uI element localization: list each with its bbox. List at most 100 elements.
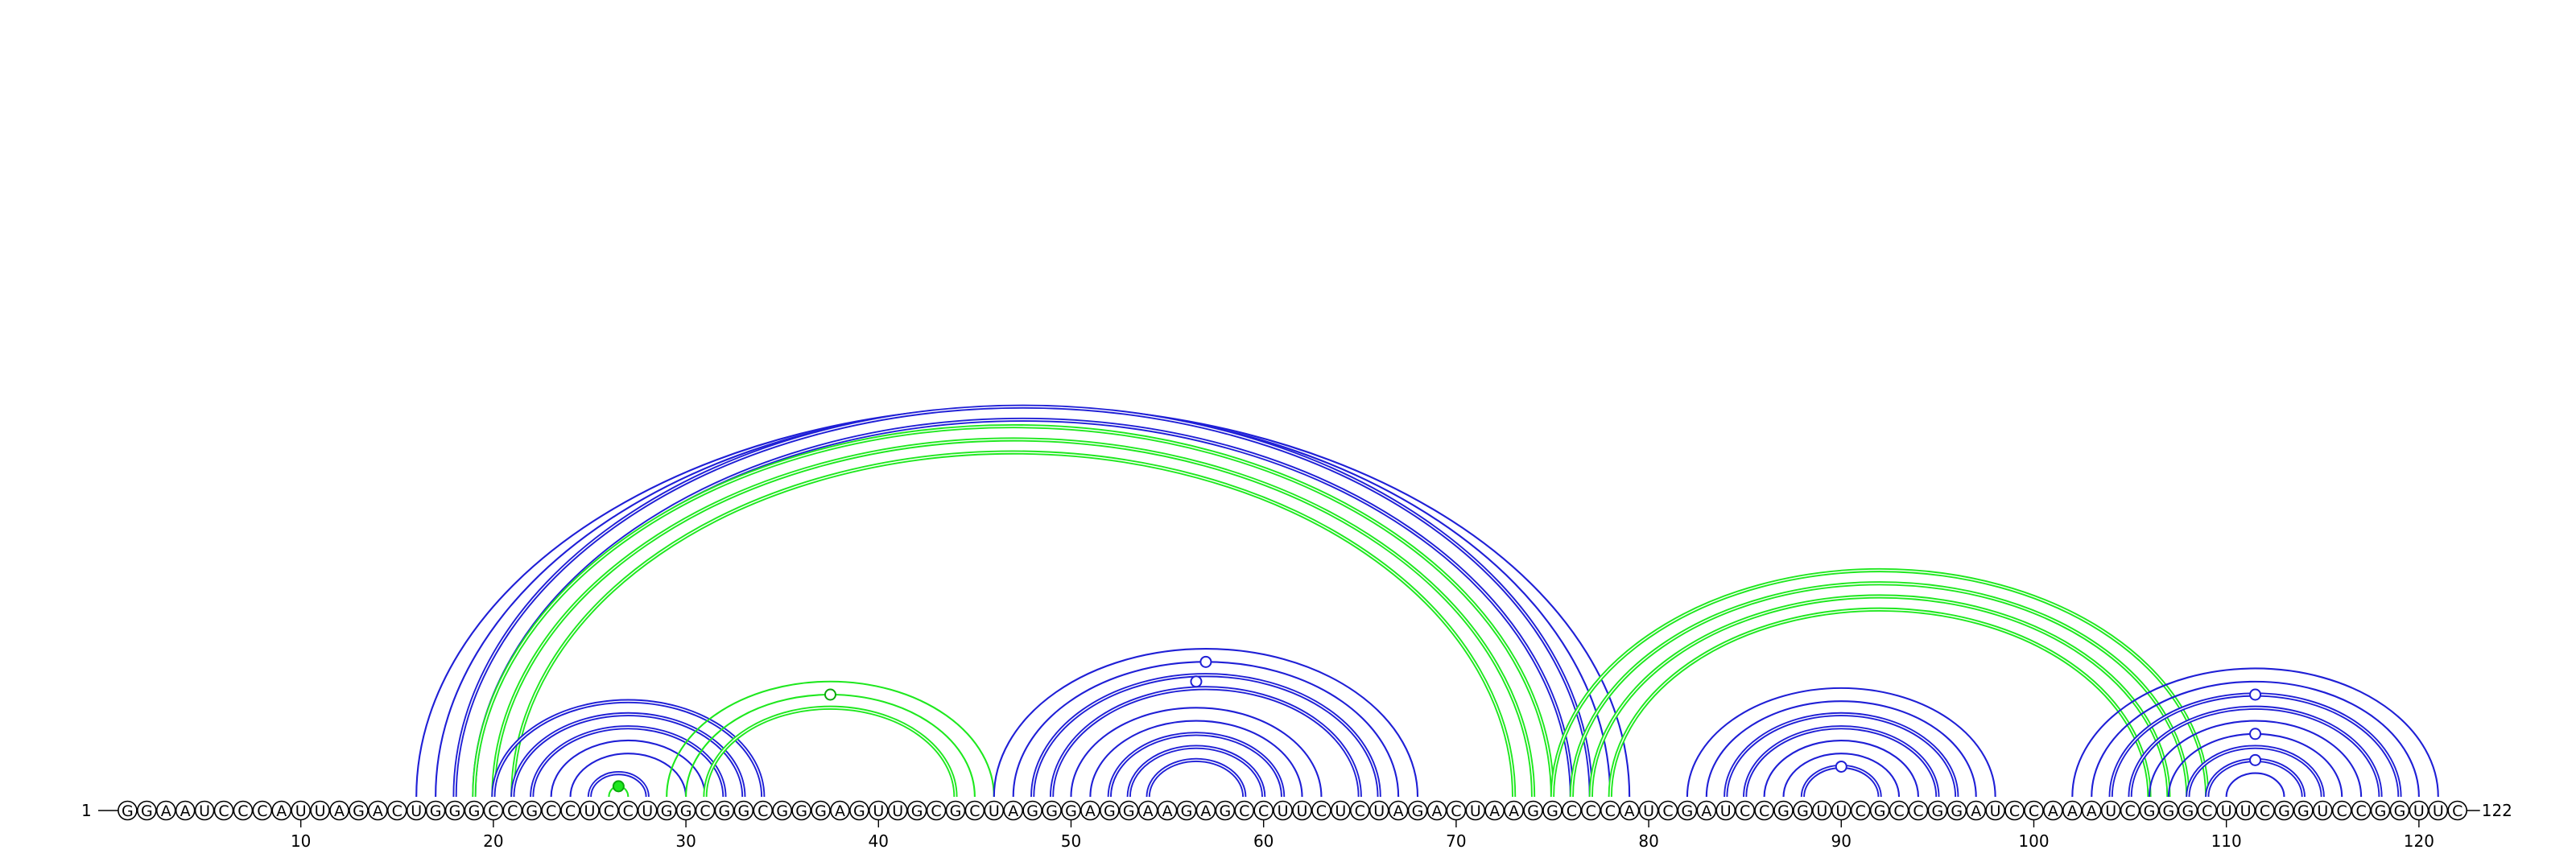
- nucleotide-42: G: [906, 800, 927, 821]
- nucleotide-73-circle: [1504, 800, 1524, 821]
- nucleotide-39: G: [849, 800, 869, 821]
- nucleotide-95-circle: [1927, 800, 1948, 821]
- base-pair-arcs: [415, 404, 2439, 798]
- nucleotide-53: G: [1118, 800, 1139, 821]
- arc-20-74-gap: [493, 439, 1534, 798]
- nucleotide-9-letter: A: [276, 802, 287, 820]
- nucleotide-89: U: [1812, 800, 1832, 821]
- nucleotide-74-letter: G: [1527, 802, 1539, 820]
- nucleotide-69-circle: [1426, 800, 1447, 821]
- nucleotide-62: U: [1292, 800, 1312, 821]
- nucleotide-113-letter: G: [2278, 802, 2290, 820]
- nucleotide-76: C: [1562, 800, 1582, 821]
- marker-48-65: [1190, 675, 1203, 688]
- nucleotide-64-letter: U: [1335, 802, 1346, 820]
- nucleotide-21: C: [502, 800, 523, 821]
- sequence-end-label: 122: [2482, 801, 2512, 820]
- arc-53-60-gap: [1128, 746, 1265, 798]
- nucleotide-81-circle: [1657, 800, 1678, 821]
- nucleotide-67-letter: A: [1393, 802, 1404, 820]
- nucleotide-28-letter: U: [642, 802, 653, 820]
- nucleotide-84-circle: [1715, 800, 1736, 821]
- nucleotide-92-circle: [1869, 800, 1890, 821]
- arc-52-61-gap: [1108, 733, 1284, 798]
- nucleotide-55-letter: A: [1162, 802, 1173, 820]
- nucleotide-107-letter: G: [2163, 802, 2175, 820]
- arc-78-106-outer: [1608, 607, 2152, 798]
- marker-104-119: [2249, 688, 2262, 701]
- nucleotide-103-circle: [2081, 800, 2102, 821]
- arc-86-94: [1763, 739, 1920, 798]
- nucleotide-14-letter: A: [373, 802, 383, 820]
- arc-48-66-gap: [1031, 674, 1380, 798]
- nucleotide-17-letter: G: [430, 802, 442, 820]
- nucleotide-76-letter: C: [1567, 802, 1577, 820]
- nucleotide-86-letter: C: [1759, 802, 1769, 820]
- nucleotide-57: A: [1195, 800, 1216, 821]
- nucleotide-29: G: [656, 800, 677, 821]
- nucleotide-70-letter: C: [1451, 802, 1461, 820]
- nucleotide-1: G: [118, 800, 138, 821]
- nucleotide-16: U: [406, 800, 427, 821]
- nucleotide-54-circle: [1137, 800, 1158, 821]
- nucleotide-10: U: [291, 800, 311, 821]
- nucleotide-13-letter: G: [353, 802, 365, 820]
- nucleotide-93-letter: C: [1893, 802, 1904, 820]
- nucleotide-101: A: [2043, 800, 2063, 821]
- nucleotide-63-circle: [1311, 800, 1331, 821]
- nucleotide-28: U: [637, 800, 658, 821]
- nucleotide-3-circle: [155, 800, 176, 821]
- nucleotide-86-circle: [1754, 800, 1774, 821]
- nucleotide-56-letter: G: [1181, 802, 1193, 820]
- nucleotide-63: C: [1311, 800, 1331, 821]
- arc-29-46: [666, 680, 995, 798]
- nucleotide-119-circle: [2389, 800, 2410, 821]
- nucleotide-46-circle: [984, 800, 1005, 821]
- nucleotide-91-letter: C: [1856, 802, 1866, 820]
- nucleotide-7-circle: [233, 800, 254, 821]
- nucleotide-114-circle: [2293, 800, 2314, 821]
- tick-label-90: 90: [1831, 831, 1852, 851]
- nucleotide-48-circle: [1022, 800, 1042, 821]
- nucleotide-122-letter: C: [2452, 802, 2462, 820]
- nucleotide-101-letter: A: [2048, 802, 2058, 820]
- nucleotide-90-circle: [1831, 800, 1852, 821]
- nucleotide-47-circle: [1003, 800, 1024, 821]
- nucleotide-89-letter: U: [1816, 802, 1827, 820]
- nucleotide-37-circle: [811, 800, 831, 821]
- nucleotide-29-circle: [656, 800, 677, 821]
- nucleotide-43: C: [926, 800, 947, 821]
- nucleotide-1-letter: G: [122, 802, 134, 820]
- nucleotide-104-circle: [2100, 800, 2121, 821]
- nucleotide-49-circle: [1042, 800, 1062, 821]
- nucleotide-61: U: [1273, 800, 1293, 821]
- nucleotide-5-letter: U: [199, 802, 210, 820]
- nucleotide-115-letter: U: [2317, 802, 2328, 820]
- nucleotide-95-letter: G: [1932, 802, 1944, 820]
- nucleotide-118-circle: [2370, 800, 2391, 821]
- nucleotide-113-circle: [2274, 800, 2294, 821]
- nucleotide-52-circle: [1100, 800, 1120, 821]
- nucleotide-70: C: [1446, 800, 1467, 821]
- nucleotide-38: A: [830, 800, 850, 821]
- nucleotide-76-circle: [1562, 800, 1582, 821]
- nucleotide-94: C: [1908, 800, 1929, 821]
- nucleotide-45: C: [964, 800, 985, 821]
- nucleotide-18-circle: [444, 800, 465, 821]
- nucleotide-43-letter: C: [931, 802, 941, 820]
- nucleotide-118-letter: G: [2375, 802, 2387, 820]
- nucleotide-97-letter: A: [1971, 802, 1981, 820]
- nucleotide-69: A: [1426, 800, 1447, 821]
- nucleotide-75: G: [1542, 800, 1563, 821]
- nucleotide-106-circle: [2139, 800, 2160, 821]
- nucleotide-11-circle: [310, 800, 330, 821]
- nucleotide-27: C: [618, 800, 638, 821]
- nucleotide-92-letter: G: [1874, 802, 1886, 820]
- tick-label-70: 70: [1446, 831, 1466, 851]
- nucleotide-87-circle: [1773, 800, 1794, 821]
- nucleotide-11: U: [310, 800, 330, 821]
- nucleotide-53-circle: [1118, 800, 1139, 821]
- arc-18-77-outer: [452, 404, 1593, 798]
- arc-50-63: [1070, 707, 1323, 798]
- nucleotide-66: U: [1368, 800, 1389, 821]
